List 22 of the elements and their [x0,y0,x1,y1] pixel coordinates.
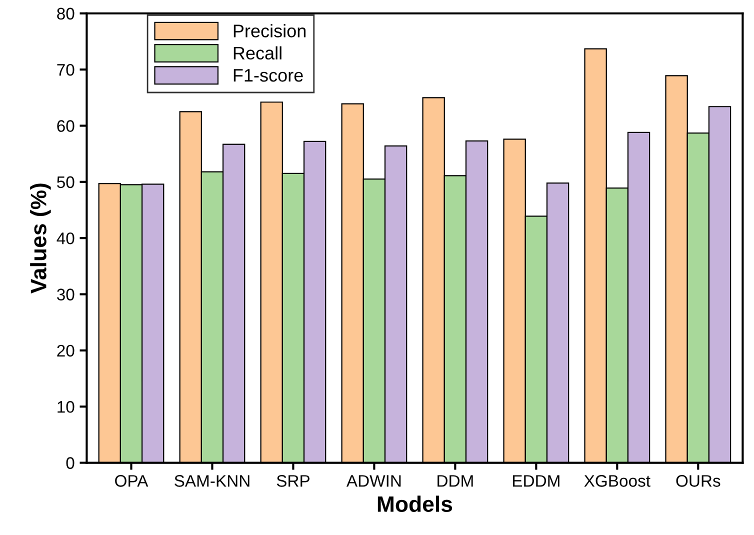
y-tick-label: 20 [57,344,74,357]
y-tick-label: 30 [57,288,74,300]
y-tick-label: 40 [56,232,74,244]
y-tick-label: 60 [57,120,74,132]
x-tick-label: OPA [115,475,148,487]
y-tick-label: 70 [57,64,74,76]
y-tick-label: 80 [57,8,74,20]
y-tick-label: 50 [57,176,74,188]
legend-label: F1-score [234,69,303,82]
x-tick-label: OURs [676,475,720,487]
y-tick-label: 10 [58,401,74,413]
y-tick-label: 0 [66,457,74,469]
x-axis-title: Models [378,496,452,512]
legend-label: Recall [234,46,282,60]
x-tick-label: DDM [438,475,473,487]
x-tick-label: ADWIN [346,475,401,487]
x-tick-label: XGBoost [584,475,650,487]
y-axis-title: Values (%) [30,184,51,294]
legend-label: Precision [234,24,306,38]
x-tick-label: EDDM [513,475,560,487]
x-tick-label: SAM-KNN [174,475,250,487]
x-tick-label: SRP [276,475,310,487]
